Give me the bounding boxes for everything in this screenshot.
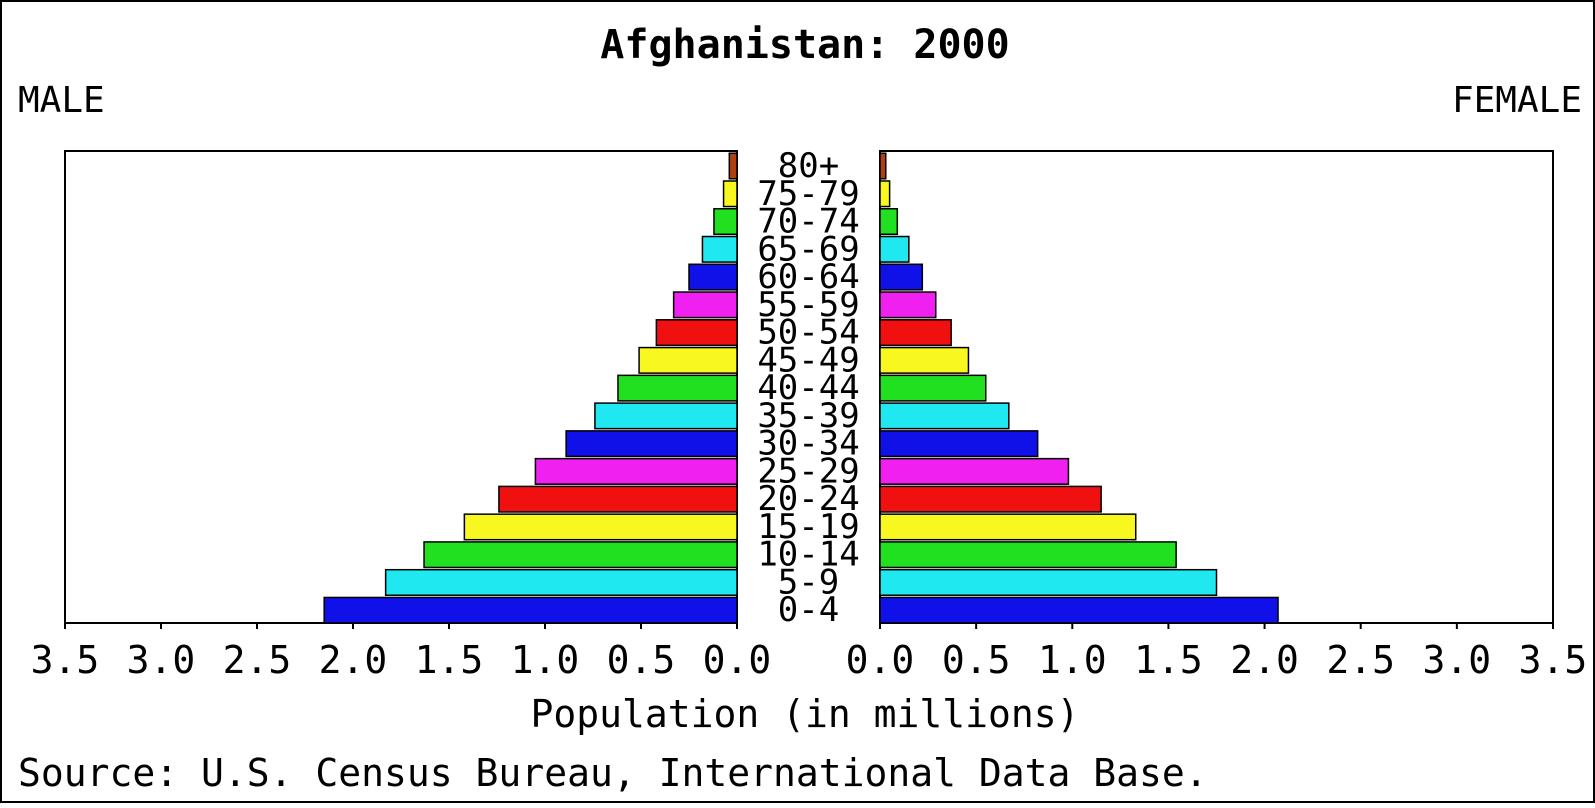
male-bar-30-34: [565, 430, 738, 458]
female-bar-10-14: [879, 541, 1177, 569]
x-axis-ticks: 3.5 3.0 2.5 2.0 1.5 1.0 0.5 0.0 0.0 0.5 1.0 1.5 2.0 2…: [31, 623, 1588, 682]
male-bar-60-64: [688, 263, 738, 291]
male-label: MALE: [18, 80, 105, 121]
male-bar-45-49: [638, 346, 738, 374]
female-bar-75-79: [879, 180, 891, 208]
bars-layer: [323, 152, 1279, 624]
female-tick-label: 3.5: [1519, 638, 1588, 682]
age-label-75-79: 75-79: [757, 174, 859, 214]
age-label-0-4: 0-4: [778, 590, 839, 630]
x-axis-label: Population (in millions): [530, 692, 1079, 736]
male-bar-15-19: [463, 513, 738, 541]
age-label-5-9: 5-9: [778, 562, 839, 602]
female-bar-50-54: [879, 319, 952, 347]
male-bar-55-59: [672, 291, 738, 319]
female-bar-70-74: [879, 208, 899, 236]
female-label: FEMALE: [1452, 80, 1582, 121]
female-tick-label: 2.0: [1230, 638, 1299, 682]
male-bar-25-29: [534, 457, 738, 485]
female-bar-65-69: [879, 235, 910, 263]
male-bar-10-14: [423, 541, 738, 569]
female-bar-40-44: [879, 374, 987, 402]
age-label-60-64: 60-64: [757, 257, 859, 297]
female-bar-0-4: [879, 596, 1279, 624]
age-label-45-49: 45-49: [757, 340, 859, 380]
male-bar-5-9: [384, 568, 738, 596]
female-bar-5-9: [879, 568, 1218, 596]
male-tick-label: 0.5: [607, 638, 676, 682]
female-bar-30-34: [879, 430, 1039, 458]
age-label-70-74: 70-74: [757, 202, 859, 242]
age-label-20-24: 20-24: [757, 479, 859, 519]
male-bar-20-24: [498, 485, 738, 513]
female-bar-80+: [879, 152, 887, 180]
source-note: Source: U.S. Census Bureau, Internationa…: [18, 751, 1208, 795]
age-labels: 0-45-910-1415-1920-2425-2930-3435-3940-4…: [757, 146, 859, 630]
male-bar-65-69: [701, 235, 738, 263]
age-label-15-19: 15-19: [757, 507, 859, 547]
female-bar-25-29: [879, 457, 1070, 485]
female-bar-45-49: [879, 346, 970, 374]
male-bar-70-74: [713, 208, 738, 236]
female-tick-label: 3.0: [1423, 638, 1492, 682]
age-label-55-59: 55-59: [757, 285, 859, 325]
male-bar-35-39: [594, 402, 738, 430]
age-label-30-34: 30-34: [757, 424, 859, 464]
age-label-25-29: 25-29: [757, 451, 859, 491]
male-bar-50-54: [655, 319, 738, 347]
male-tick-label: 2.5: [223, 638, 292, 682]
age-label-10-14: 10-14: [757, 535, 859, 575]
age-label-35-39: 35-39: [757, 396, 859, 436]
chart-title: Afghanistan: 2000: [600, 22, 1009, 68]
male-tick-label: 1.0: [511, 638, 580, 682]
male-bar-75-79: [722, 180, 738, 208]
male-bar-80+: [728, 152, 738, 180]
female-tick-label: 1.5: [1134, 638, 1203, 682]
male-tick-label: 3.0: [127, 638, 196, 682]
male-tick-label: 3.5: [31, 638, 100, 682]
female-bar-15-19: [879, 513, 1137, 541]
female-tick-label: 1.0: [1038, 638, 1107, 682]
male-tick-label: 2.0: [319, 638, 388, 682]
female-bar-55-59: [879, 291, 937, 319]
male-bar-0-4: [323, 596, 738, 624]
age-label-80+: 80+: [778, 146, 839, 186]
female-bar-35-39: [879, 402, 1010, 430]
age-label-65-69: 65-69: [757, 229, 859, 269]
female-bar-60-64: [879, 263, 924, 291]
female-tick-label: 0.5: [942, 638, 1011, 682]
female-tick-label: 2.5: [1326, 638, 1395, 682]
male-bar-40-44: [617, 374, 738, 402]
male-tick-label: 0.0: [703, 638, 772, 682]
female-tick-label: 0.0: [846, 638, 915, 682]
male-tick-label: 1.5: [415, 638, 484, 682]
age-label-40-44: 40-44: [757, 368, 859, 408]
age-label-50-54: 50-54: [757, 313, 859, 353]
female-bar-20-24: [879, 485, 1102, 513]
